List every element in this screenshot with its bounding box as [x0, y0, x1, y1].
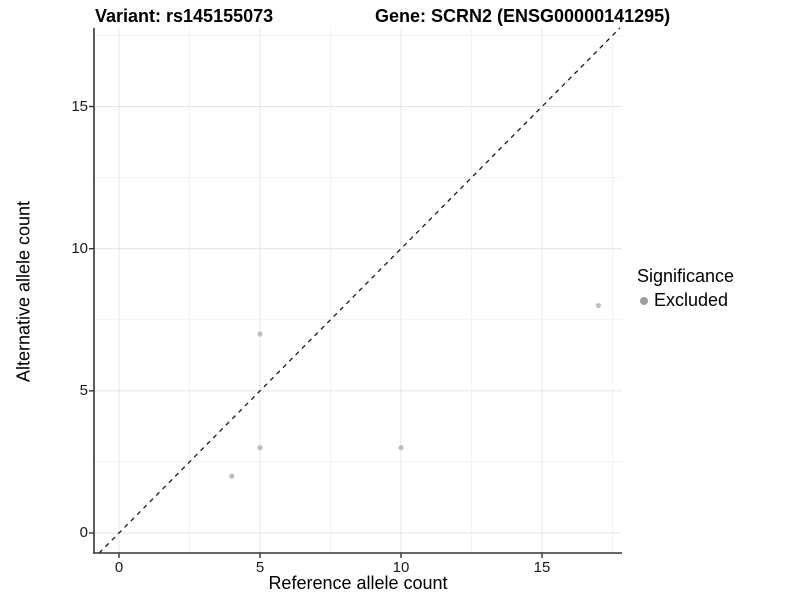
- x-axis-title: Reference allele count: [268, 573, 448, 593]
- y-tick-label: 15: [71, 97, 88, 115]
- y-tick-label: 10: [71, 239, 88, 257]
- x-tick-label: 15: [533, 559, 551, 576]
- legend-item-excluded: Excluded: [640, 290, 734, 311]
- y-tick-label: 5: [79, 381, 88, 399]
- y-axis-title: Alternative allele count: [13, 200, 34, 383]
- x-tick-label: 10: [392, 559, 410, 576]
- plot-title-variant: Variant: rs145155073: [95, 6, 274, 26]
- plot-title-gene: Gene: SCRN2 (ENSG00000141295): [375, 6, 671, 26]
- data-point: [595, 302, 602, 309]
- legend-title: Significance: [637, 266, 735, 286]
- legend-item-label: Excluded: [654, 290, 729, 310]
- data-point: [398, 445, 404, 451]
- legend: Significance Excluded: [637, 266, 734, 311]
- data-point: [229, 473, 235, 479]
- legend-point-icon: [640, 296, 648, 305]
- y-tick-label: 0: [79, 524, 88, 541]
- x-tick-label: 5: [255, 559, 265, 576]
- identity-line: [98, 27, 621, 554]
- data-point: [257, 331, 263, 337]
- data-point: [257, 445, 263, 451]
- x-tick-label: 0: [114, 559, 124, 576]
